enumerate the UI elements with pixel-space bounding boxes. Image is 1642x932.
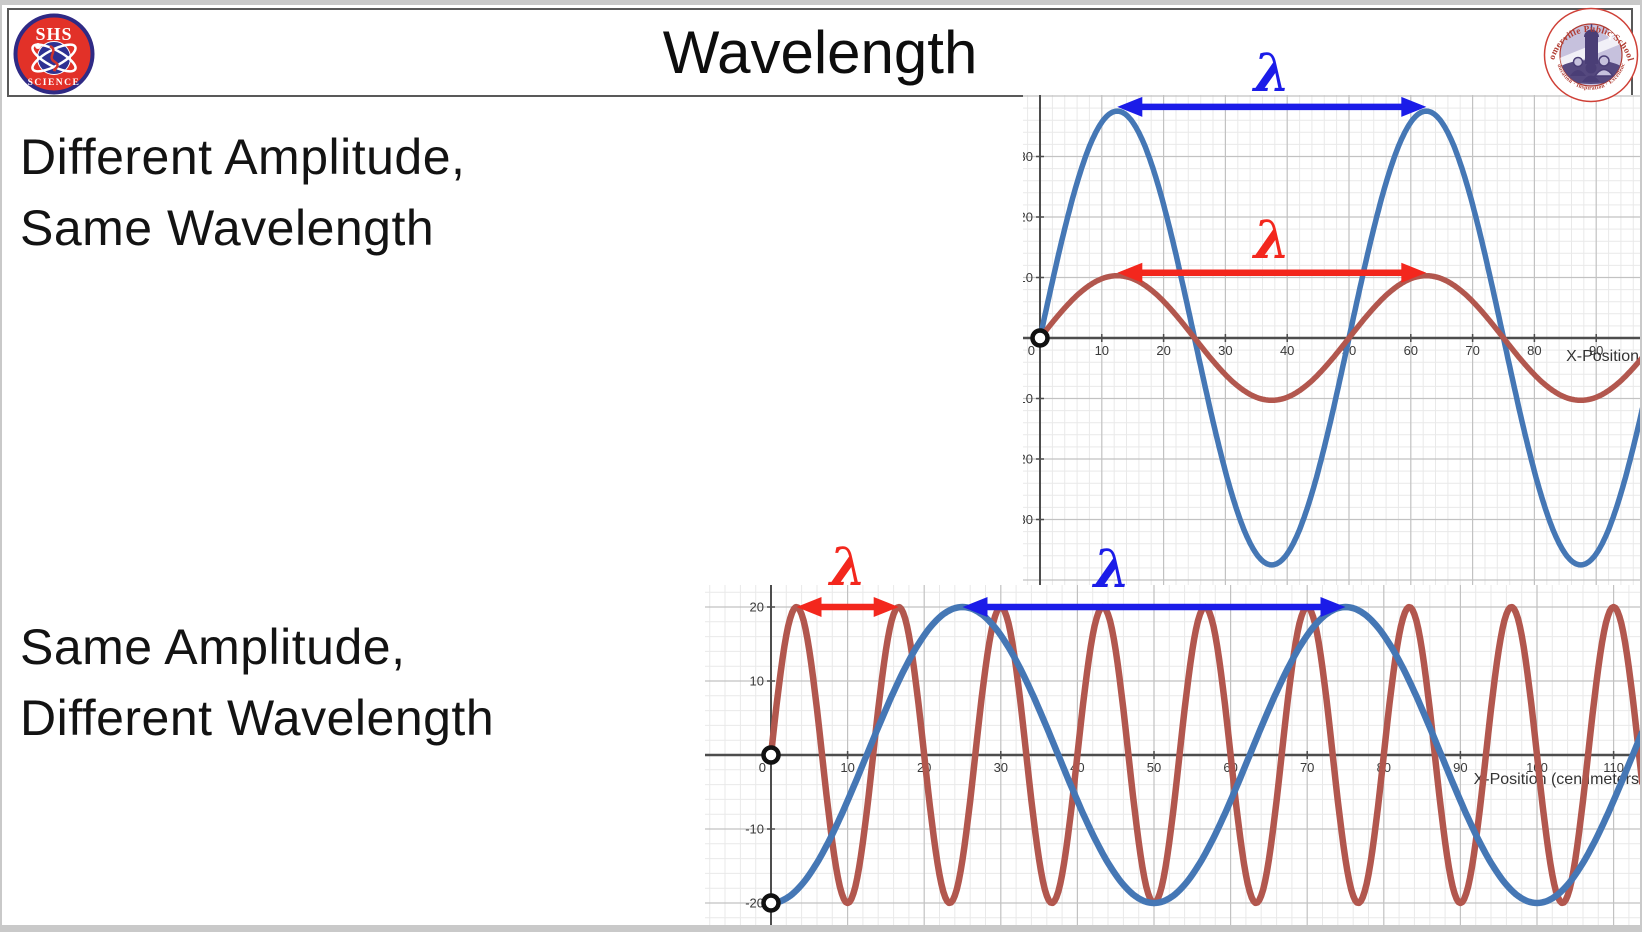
tick-label: 70 <box>1300 760 1314 775</box>
page-title: Wavelength <box>662 19 978 86</box>
x-axis-label: X-Position (centimeters <box>1474 771 1639 788</box>
seal-scene <box>1560 24 1622 84</box>
long-wavelength-wave <box>769 603 1640 907</box>
caption-line: Same Amplitude, <box>20 619 406 675</box>
tick-label: 80 <box>1527 343 1541 358</box>
tick-label: -20 <box>745 896 764 911</box>
tick-label: 20 <box>1023 210 1033 225</box>
tick-label: 10 <box>1023 270 1033 285</box>
tick-label: 110 <box>1603 760 1624 775</box>
wave-start-marker <box>761 893 781 913</box>
arrowhead-right-icon <box>1320 597 1346 617</box>
chart-canvas: 0102030405060708090302010102030X-Positio… <box>1019 95 1640 585</box>
tick-label: 90 <box>1589 343 1603 358</box>
dna-helix-icon <box>49 44 59 72</box>
arrowhead-right-icon <box>1401 96 1427 117</box>
caption-line: Different Amplitude, <box>20 129 466 185</box>
tick-label: 30 <box>1218 343 1232 358</box>
graph-same-amplitude-different-wavelength: 0 10 20 30 40 50 60 70 80 90 100 110 20 10 -10 -20 X-Pos… <box>705 585 1640 925</box>
tick-label: 10 <box>840 760 854 775</box>
logo-shs-text: SHS <box>35 24 72 44</box>
wave-start-marker <box>1030 328 1050 348</box>
shs-science-logo-icon: SHS SCIENCE <box>13 13 95 95</box>
atom-orbit-icon <box>31 43 77 73</box>
star-icon <box>1603 28 1617 41</box>
somerville-public-schools-logo-icon: Somerville Public Schools Education · In… <box>1542 6 1639 103</box>
wave-start-marker <box>761 745 781 765</box>
tick-label: 10 <box>750 674 764 689</box>
tick-label: 10 <box>1095 343 1109 358</box>
chart-canvas: 0 10 20 30 40 50 60 70 80 90 100 1102010-10-20X-Pos… <box>705 585 1640 925</box>
tick-label: 0 <box>1028 343 1035 358</box>
small-amplitude-wave <box>1037 272 1640 404</box>
arrowhead-right-icon <box>873 597 899 617</box>
graph-different-amplitude-same-wavelength: 0102030405060708090302010102030X-Positio… <box>1019 95 1640 585</box>
large-amplitude-wave <box>1037 108 1640 568</box>
tick-label: 0 <box>759 760 766 775</box>
tick-label: 20 <box>750 600 764 615</box>
arrowhead-left-icon <box>962 597 988 617</box>
tick-label: 30 <box>1023 149 1033 164</box>
x-axis-label: X-Position <box>1566 348 1639 365</box>
title-bar: Wavelength <box>7 8 1633 97</box>
tick-label: 90 <box>1453 760 1467 775</box>
logo-science-text: SCIENCE <box>28 78 81 88</box>
arrowhead-left-icon <box>1117 262 1143 283</box>
tick-label: 60 <box>1404 343 1418 358</box>
tick-label: 20 <box>1023 452 1033 467</box>
tick-label: 50 <box>1147 760 1161 775</box>
arrowhead-left-icon <box>796 597 822 617</box>
slide: Wavelength SHS SCIENCE <box>2 5 1640 925</box>
tick-label: 70 <box>1465 343 1479 358</box>
caption-line: Different Wavelength <box>20 690 495 746</box>
arrowhead-left-icon <box>1117 96 1143 117</box>
tick-label: 20 <box>1156 343 1170 358</box>
tick-label: 40 <box>1280 343 1294 358</box>
arrowhead-right-icon <box>1401 262 1427 283</box>
caption-different-amplitude: Different Amplitude, Same Wavelength <box>20 122 465 264</box>
caption-line: Same Wavelength <box>20 200 435 256</box>
tick-label: -10 <box>745 822 764 837</box>
caption-same-amplitude: Same Amplitude, Different Wavelength <box>20 612 494 754</box>
tick-label: 30 <box>994 760 1008 775</box>
tick-label: 30 <box>1023 512 1033 527</box>
tick-label: 10 <box>1023 391 1033 406</box>
